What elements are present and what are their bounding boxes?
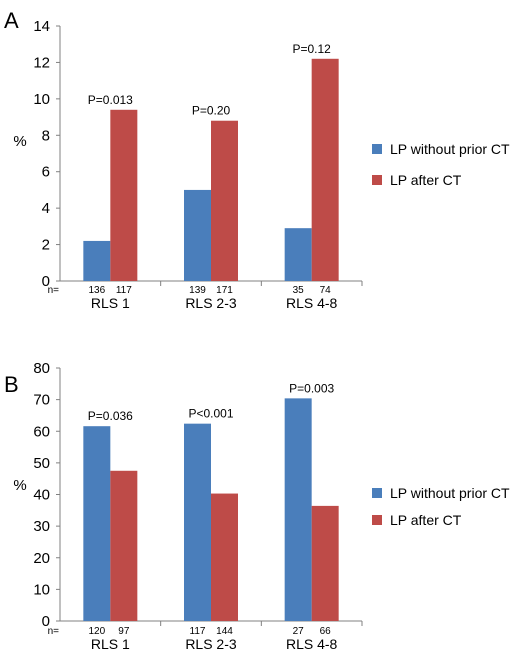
bar-A-lp-without-prior-ct-1 bbox=[83, 240, 111, 281]
y-tick-label-A: 8 bbox=[42, 127, 50, 144]
y-axis-label-A: % bbox=[13, 133, 26, 150]
bar-B-lp-after-ct-1 bbox=[110, 470, 138, 621]
category-label-A: RLS 4-8 bbox=[286, 295, 338, 311]
p-value-label-A: P=0.013 bbox=[88, 93, 133, 107]
y-tick-label-B: 20 bbox=[33, 550, 50, 567]
y-tick-label-A: 12 bbox=[33, 54, 50, 71]
n-label-B: 120 bbox=[88, 626, 105, 637]
bar-B-lp-after-ct-2 bbox=[211, 493, 238, 621]
n-label-A: 74 bbox=[320, 285, 332, 296]
bar-A-lp-after-ct-1 bbox=[110, 109, 138, 282]
p-value-label-A: P=0.12 bbox=[292, 42, 331, 56]
legend-swatch-A bbox=[372, 175, 382, 185]
y-tick-label-B: 70 bbox=[33, 392, 50, 409]
legend-swatch-B bbox=[372, 515, 382, 525]
y-tick-label-B: 50 bbox=[33, 455, 50, 472]
y-tick-label-A: 4 bbox=[42, 200, 50, 217]
y-tick-label-B: 40 bbox=[33, 487, 50, 504]
legend-swatch-B bbox=[372, 488, 382, 498]
n-prefix-B: n= bbox=[48, 626, 60, 637]
p-value-label-A: P=0.20 bbox=[192, 104, 231, 118]
n-label-B: 66 bbox=[320, 626, 332, 637]
n-label-A: 139 bbox=[189, 285, 206, 296]
legend-label-B: LP without prior CT bbox=[390, 485, 510, 501]
y-tick-label-B: 60 bbox=[33, 423, 50, 440]
bar-A-lp-after-ct-2 bbox=[211, 120, 238, 281]
n-label-A: 171 bbox=[216, 285, 233, 296]
panel-letter-A: A bbox=[4, 8, 19, 33]
y-tick-label-A: 10 bbox=[33, 91, 50, 108]
n-label-B: 117 bbox=[190, 626, 206, 637]
n-label-A: 136 bbox=[88, 285, 105, 296]
panel-letter-B: B bbox=[4, 372, 19, 397]
y-tick-label-B: 30 bbox=[33, 518, 50, 535]
bar-B-lp-without-prior-ct-3 bbox=[284, 398, 312, 621]
y-tick-label-B: 80 bbox=[33, 360, 50, 377]
n-label-B: 144 bbox=[216, 626, 233, 637]
legend-label-B: LP after CT bbox=[390, 512, 462, 528]
bar-B-lp-after-ct-3 bbox=[311, 505, 339, 621]
bar-A-lp-after-ct-3 bbox=[311, 58, 339, 282]
bar-B-lp-without-prior-ct-2 bbox=[184, 423, 211, 621]
y-tick-label-A: 2 bbox=[42, 237, 50, 254]
y-tick-label-A: 6 bbox=[42, 164, 50, 181]
y-tick-label-B: 0 bbox=[42, 613, 50, 630]
category-label-B: RLS 2-3 bbox=[185, 636, 237, 651]
p-value-label-B: P=0.036 bbox=[88, 409, 133, 423]
legend-swatch-A bbox=[372, 144, 382, 154]
legend-label-A: LP after CT bbox=[390, 172, 462, 188]
y-axis-label-B: % bbox=[13, 477, 26, 494]
bar-A-lp-without-prior-ct-3 bbox=[284, 228, 312, 281]
p-value-label-B: P<0.001 bbox=[188, 407, 233, 421]
category-label-B: RLS 4-8 bbox=[286, 636, 338, 651]
legend-label-A: LP without prior CT bbox=[390, 141, 510, 157]
y-tick-label-B: 10 bbox=[33, 581, 50, 598]
p-value-label-B: P=0.003 bbox=[289, 381, 334, 395]
y-tick-label-A: 0 bbox=[42, 273, 50, 290]
n-label-A: 35 bbox=[293, 285, 305, 296]
n-label-A: 117 bbox=[116, 285, 132, 296]
n-label-B: 97 bbox=[118, 626, 130, 637]
bar-B-lp-without-prior-ct-1 bbox=[83, 426, 111, 621]
y-tick-label-A: 14 bbox=[33, 18, 50, 35]
category-label-A: RLS 2-3 bbox=[185, 295, 237, 311]
category-label-A: RLS 1 bbox=[91, 295, 130, 311]
category-label-B: RLS 1 bbox=[91, 636, 130, 651]
n-label-B: 27 bbox=[293, 626, 305, 637]
n-prefix-A: n= bbox=[48, 285, 60, 296]
bar-A-lp-without-prior-ct-2 bbox=[184, 189, 211, 281]
